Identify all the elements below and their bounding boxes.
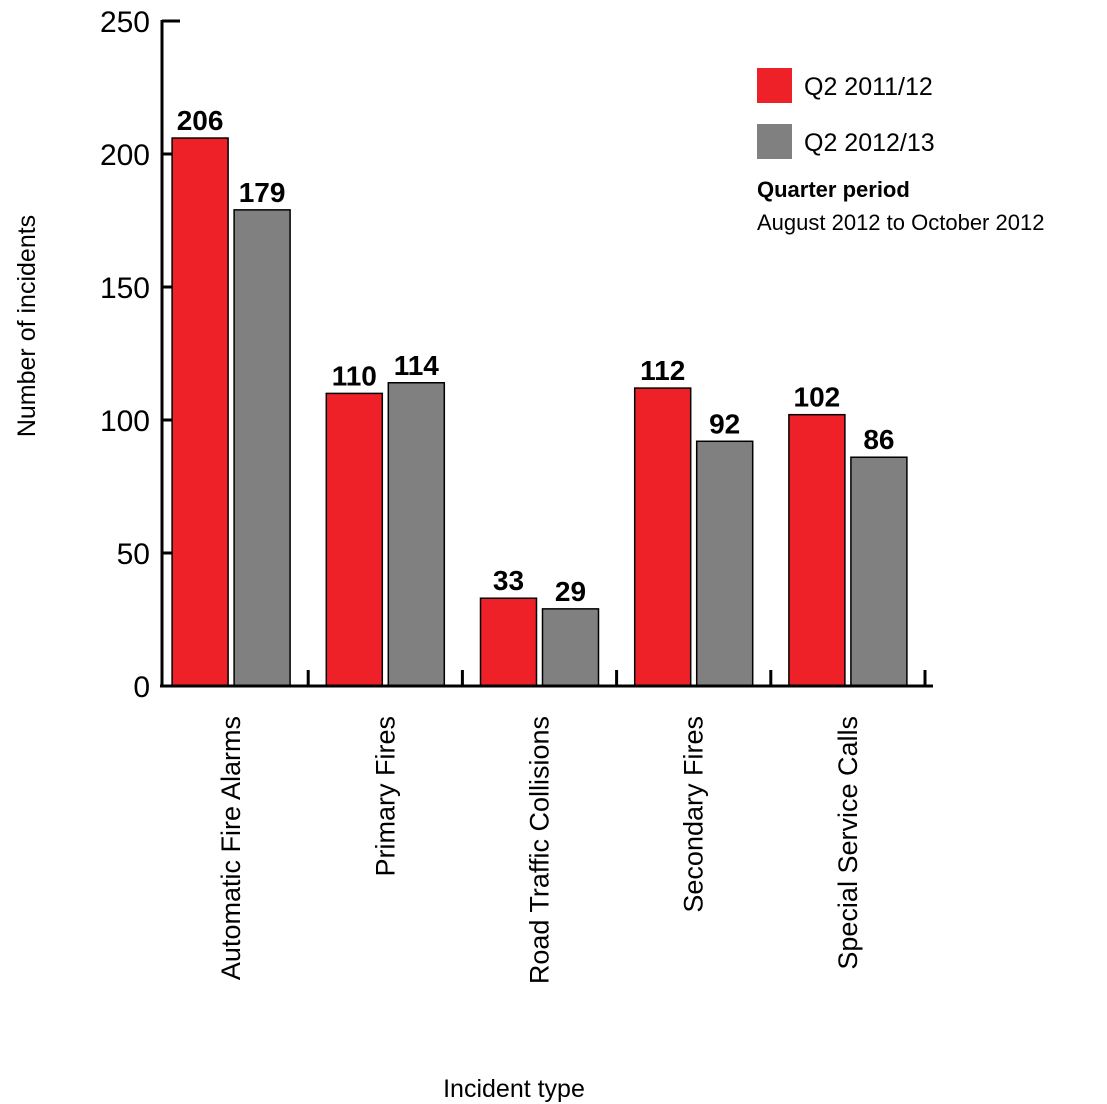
bar-series-2-1 bbox=[233, 209, 291, 687]
legend-label-series-2: Q2 2012/13 bbox=[804, 129, 935, 157]
data-label-series-2-1: 179 bbox=[239, 177, 286, 208]
y-tick-label: 200 bbox=[100, 139, 150, 172]
y-axis-ticks: 0 50 100 150 200 250 bbox=[100, 6, 180, 704]
bar-series-1-5 bbox=[788, 413, 846, 687]
bar-series-2-4 bbox=[695, 440, 754, 687]
bar-series-1-2 bbox=[325, 392, 384, 687]
y-tick-label: 100 bbox=[100, 405, 150, 438]
legend: Q2 2011/12 Q2 2012/13 Quarter period Aug… bbox=[757, 68, 1044, 235]
quarter-period-title: Quarter period bbox=[757, 177, 910, 202]
data-label-series-1-4: 112 bbox=[640, 355, 685, 386]
bar-series-2-3 bbox=[541, 608, 600, 687]
data-labels: 206 179 110 114 33 29 112 92 102 86 bbox=[177, 105, 895, 607]
data-label-series-1-1: 206 bbox=[177, 105, 224, 136]
bar-series-2-2 bbox=[387, 382, 446, 687]
bar-series-2-5 bbox=[850, 456, 908, 687]
y-tick-label: 150 bbox=[100, 272, 150, 305]
legend-swatch-series-1 bbox=[757, 68, 792, 103]
y-tick-label: 0 bbox=[133, 671, 150, 704]
quarter-period-text: August 2012 to October 2012 bbox=[757, 210, 1044, 235]
category-label-5: Special Service Calls bbox=[833, 716, 863, 970]
category-label-3: Road Traffic Collisions bbox=[525, 716, 555, 984]
bars bbox=[171, 137, 908, 687]
data-label-series-2-3: 29 bbox=[555, 576, 586, 607]
x-axis-title: Incident type bbox=[443, 1075, 585, 1103]
legend-label-series-1: Q2 2011/12 bbox=[804, 73, 933, 101]
data-label-series-2-2: 114 bbox=[394, 350, 440, 381]
category-label-4: Secondary Fires bbox=[679, 716, 709, 913]
data-label-series-1-2: 110 bbox=[332, 360, 377, 391]
y-tick-label: 50 bbox=[117, 538, 150, 571]
bar-series-1-1 bbox=[171, 137, 229, 687]
bar-series-1-3 bbox=[479, 597, 538, 687]
data-label-series-2-4: 92 bbox=[709, 408, 740, 439]
x-axis-ticks bbox=[306, 670, 927, 686]
legend-swatch-series-2 bbox=[757, 124, 792, 159]
category-labels: Automatic Fire Alarms Primary Fires Road T… bbox=[216, 716, 863, 984]
bar-series-1-4 bbox=[633, 387, 692, 687]
y-tick-label: 250 bbox=[100, 6, 150, 39]
data-label-series-1-5: 102 bbox=[794, 382, 841, 413]
category-label-1: Automatic Fire Alarms bbox=[216, 716, 246, 980]
data-label-series-1-3: 33 bbox=[493, 565, 524, 596]
y-axis-title: Number of incidents bbox=[13, 215, 41, 437]
data-label-series-2-5: 86 bbox=[863, 424, 894, 455]
category-label-2: Primary Fires bbox=[370, 716, 400, 877]
